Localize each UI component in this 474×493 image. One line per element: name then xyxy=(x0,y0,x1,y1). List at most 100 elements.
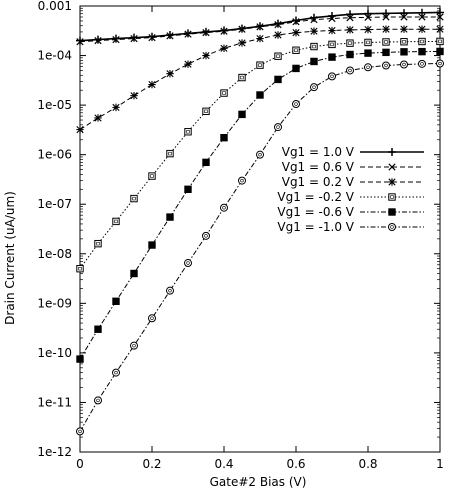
data-point xyxy=(94,396,102,405)
data-point xyxy=(328,53,336,61)
data-point xyxy=(274,75,282,84)
data-point xyxy=(346,66,354,75)
data-point xyxy=(328,14,336,23)
data-point xyxy=(76,38,84,46)
data-point xyxy=(400,25,408,33)
data-point-inner xyxy=(366,40,370,45)
legend-marker xyxy=(388,148,396,156)
data-point xyxy=(418,25,426,33)
data-point xyxy=(310,57,318,66)
data-point xyxy=(400,38,408,46)
data-point-inner xyxy=(384,40,388,44)
data-point xyxy=(256,91,264,99)
data-point xyxy=(202,51,210,60)
data-point xyxy=(274,123,282,132)
data-point-inner xyxy=(96,241,100,246)
data-point xyxy=(292,28,300,37)
data-point-inner xyxy=(186,261,190,265)
data-point-inner xyxy=(204,109,208,114)
legend-marker-inner xyxy=(390,225,394,229)
data-point xyxy=(112,34,120,43)
legend-label: Vg1 = 0.6 V xyxy=(282,160,355,174)
x-tick-label: 0.6 xyxy=(286,457,305,471)
data-point-inner xyxy=(276,125,280,129)
data-point xyxy=(202,107,210,116)
data-point-inner xyxy=(258,63,262,67)
y-tick-label: 1e-12 xyxy=(37,445,72,459)
data-point xyxy=(130,33,138,42)
data-point xyxy=(112,217,120,226)
y-tick-label: 1e-05 xyxy=(37,98,72,112)
data-point xyxy=(220,44,228,53)
data-point xyxy=(310,16,318,24)
data-point xyxy=(130,34,138,43)
data-point xyxy=(256,34,264,43)
legend-label: Vg1 = -0.2 V xyxy=(277,190,354,204)
data-point xyxy=(220,89,228,97)
data-point xyxy=(202,231,210,240)
data-point-inner xyxy=(240,75,244,80)
legend-marker xyxy=(388,178,396,186)
data-point xyxy=(436,25,444,33)
data-point xyxy=(364,25,372,34)
data-point xyxy=(94,239,102,248)
plot-area: 1e-12 1e-11 1e-10 1e-09 1e-08 1e-07 1e-06 1e-05… xyxy=(37,0,444,471)
data-point xyxy=(76,125,84,134)
data-point-inner xyxy=(294,48,298,52)
y-tick-label: 1e-10 xyxy=(37,346,72,360)
data-point xyxy=(112,297,120,305)
data-point xyxy=(148,34,156,42)
data-point xyxy=(292,16,300,25)
data-point xyxy=(382,38,390,46)
data-point xyxy=(202,29,210,37)
data-point xyxy=(364,13,372,21)
data-point xyxy=(256,23,264,31)
x-tick-label: 0.2 xyxy=(142,457,161,471)
legend-label: Vg1 = 0.2 V xyxy=(282,175,355,189)
data-point xyxy=(130,91,138,100)
data-point-inner xyxy=(420,62,424,66)
data-point xyxy=(292,46,300,54)
data-point xyxy=(220,133,228,142)
data-point xyxy=(400,60,408,69)
data-point-inner xyxy=(330,74,334,79)
data-point-inner xyxy=(402,40,406,44)
series-line xyxy=(79,63,441,432)
series-line xyxy=(79,50,441,360)
data-point-inner xyxy=(132,196,136,201)
data-point xyxy=(364,9,372,18)
data-point xyxy=(310,13,318,22)
y-axis-title-group: Drain Current (uA/um) xyxy=(3,191,17,325)
series-2 xyxy=(76,13,444,46)
data-point xyxy=(166,286,174,295)
data-point xyxy=(274,31,282,39)
data-point xyxy=(238,39,246,47)
data-point xyxy=(310,27,318,35)
data-point-inner xyxy=(168,151,172,156)
data-point xyxy=(238,110,246,119)
data-point-inner xyxy=(366,65,370,69)
data-point-inner xyxy=(78,429,82,434)
data-point xyxy=(94,35,102,44)
data-point xyxy=(274,52,282,60)
data-point xyxy=(274,19,282,28)
data-point xyxy=(220,203,228,212)
data-point xyxy=(166,70,174,78)
data-point xyxy=(238,25,246,33)
data-point xyxy=(130,194,138,203)
data-point xyxy=(400,9,408,18)
data-point xyxy=(184,185,192,194)
legend-label: Vg1 = -1.0 V xyxy=(277,220,354,234)
data-point xyxy=(148,32,156,41)
y-tick-label: 1e-07 xyxy=(37,197,72,211)
data-point-inner xyxy=(438,61,442,66)
data-point xyxy=(166,213,174,221)
data-point xyxy=(76,264,84,273)
data-point-inner xyxy=(114,219,118,224)
y-tick-label: 0.001 xyxy=(38,0,72,13)
data-point xyxy=(418,13,426,21)
data-point-inner xyxy=(330,42,334,47)
y-axis-title: Drain Current (uA/um) xyxy=(3,191,17,325)
y-tick-label: 1e-06 xyxy=(37,148,72,162)
